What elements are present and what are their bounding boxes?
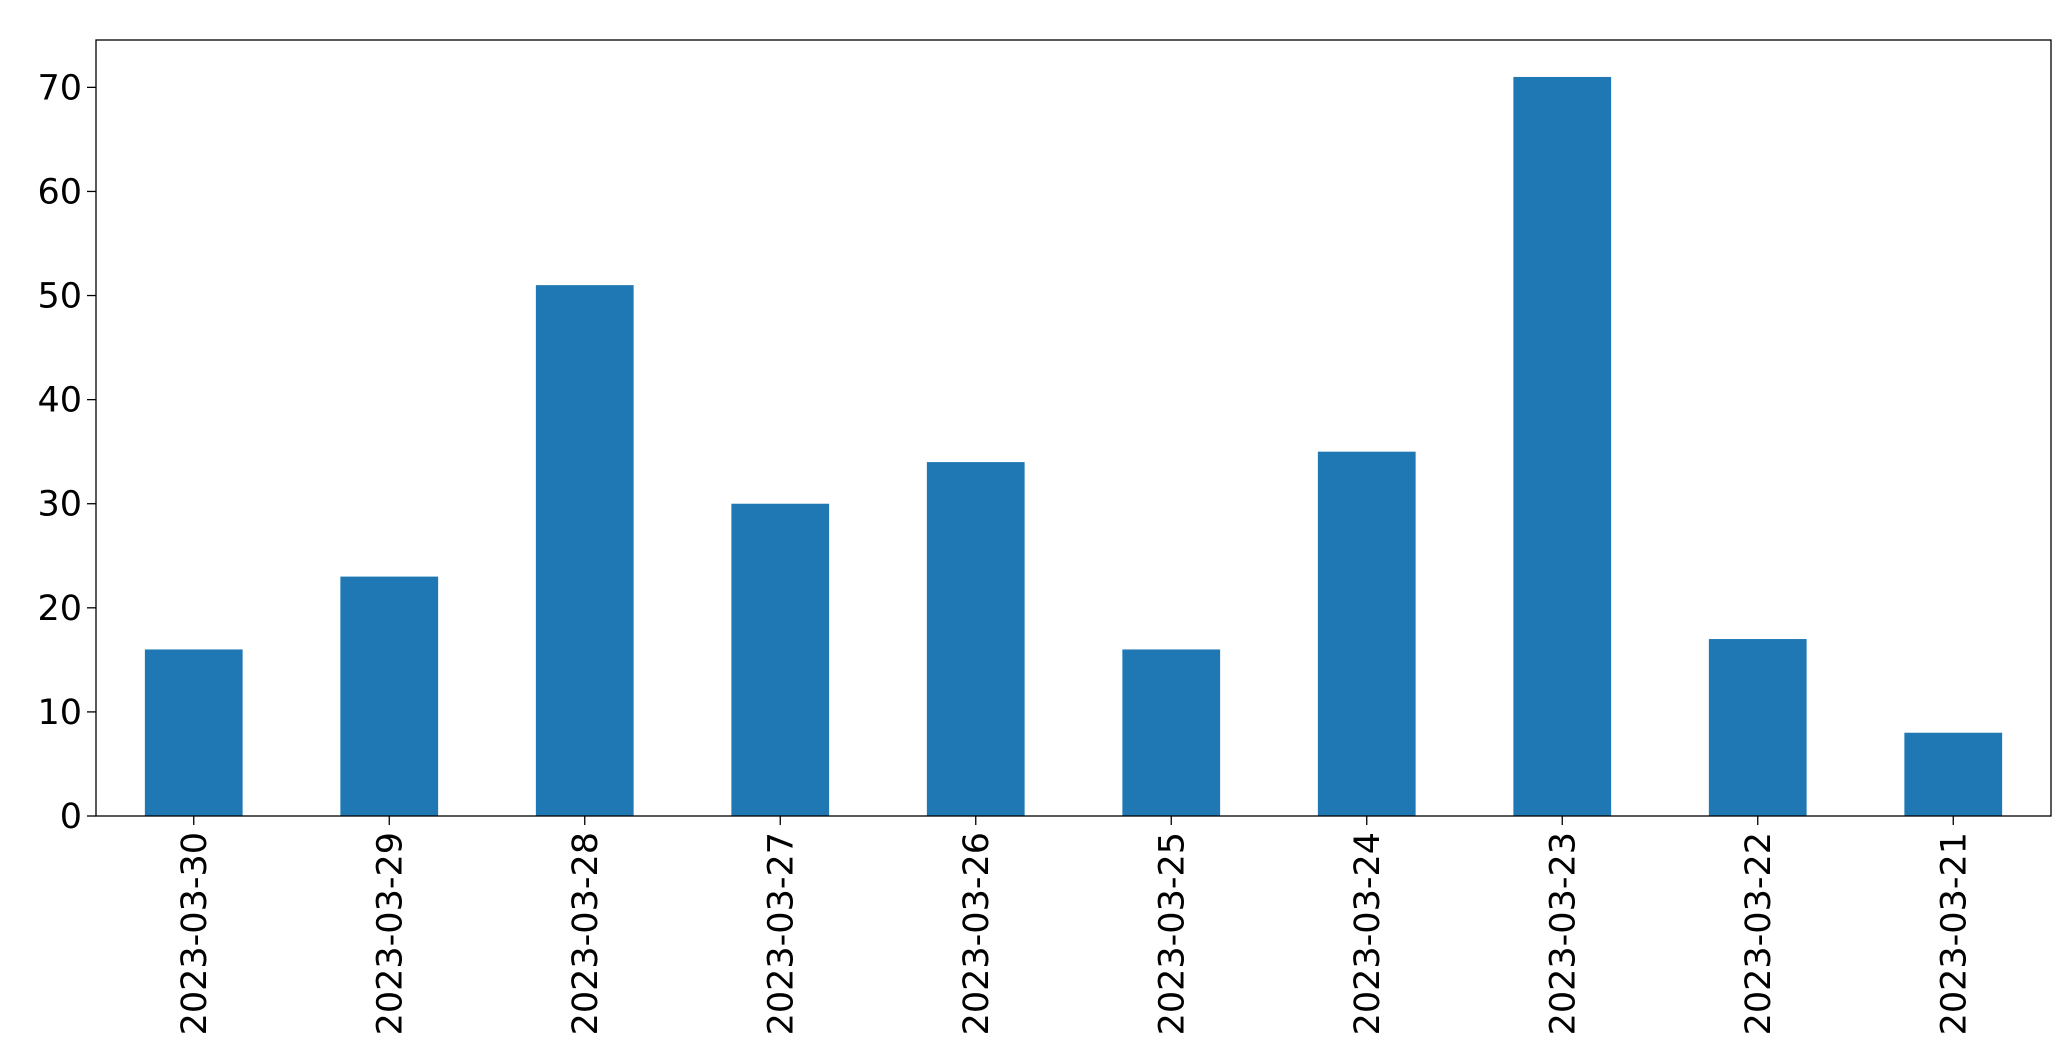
y-tick-label: 0 xyxy=(60,797,82,837)
x-tick-label: 2023-03-22 xyxy=(1739,832,1779,1035)
bar xyxy=(731,503,830,816)
x-tick-label: 2023-03-21 xyxy=(1934,832,1974,1035)
x-tick-label: 2023-03-25 xyxy=(1152,832,1192,1035)
x-tick-label: 2023-03-29 xyxy=(370,832,410,1035)
bar xyxy=(1513,76,1612,816)
x-tick-label: 2023-03-23 xyxy=(1543,832,1583,1035)
bar xyxy=(926,462,1025,816)
bar xyxy=(1708,639,1807,816)
bar xyxy=(144,649,243,816)
x-tick-label: 2023-03-30 xyxy=(175,832,215,1035)
bar xyxy=(1317,451,1416,816)
plot-frame xyxy=(95,39,2052,817)
y-tick-label: 10 xyxy=(37,693,82,733)
y-tick-label: 20 xyxy=(37,589,82,629)
y-tick-label: 30 xyxy=(37,485,82,525)
y-tick-label: 40 xyxy=(37,381,82,421)
bar xyxy=(1904,732,2003,816)
bar xyxy=(1122,649,1221,816)
x-tick-label: 2023-03-27 xyxy=(761,832,801,1035)
y-tick-label: 70 xyxy=(37,68,82,108)
x-tick-label: 2023-03-26 xyxy=(957,832,997,1035)
x-tick-label: 2023-03-28 xyxy=(566,832,606,1035)
bar xyxy=(340,576,439,816)
x-tick-label: 2023-03-24 xyxy=(1348,832,1388,1035)
y-tick-label: 60 xyxy=(37,172,82,212)
y-tick-label: 50 xyxy=(37,277,82,317)
bar xyxy=(535,285,634,817)
